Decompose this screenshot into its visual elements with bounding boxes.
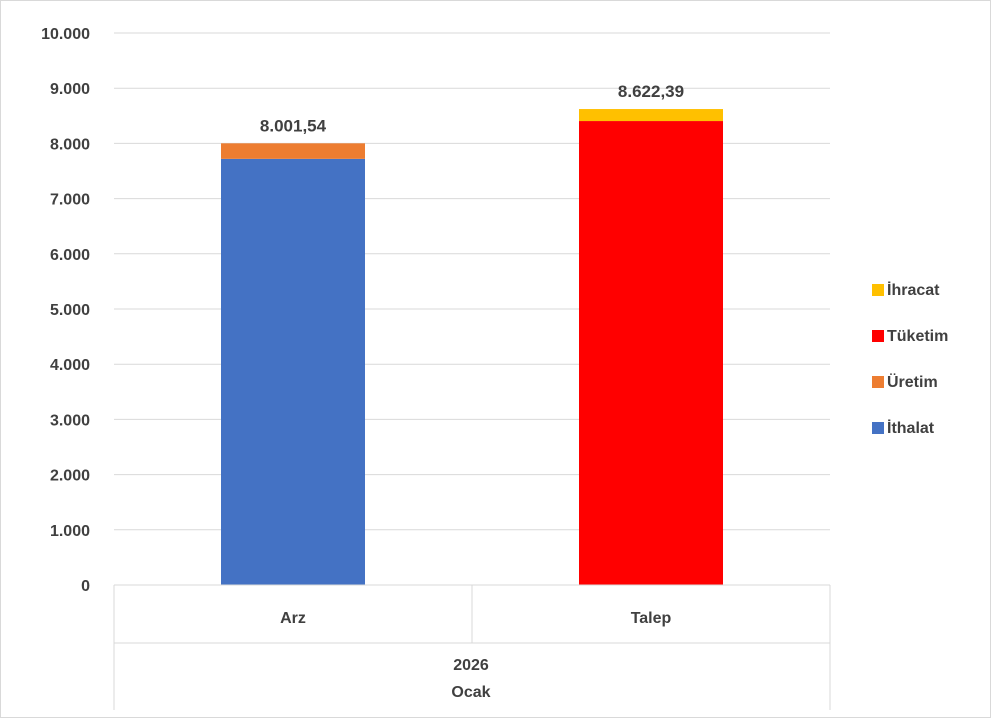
y-tick-label: 8.000	[50, 136, 90, 153]
y-tick-label: 4.000	[50, 357, 90, 374]
total-labels: 8.001,54 8.622,39	[260, 82, 684, 135]
legend-label: İhracat	[887, 281, 940, 299]
group-label-month: Ocak	[451, 684, 490, 701]
bars	[221, 109, 723, 585]
legend-label: İthalat	[887, 419, 935, 437]
y-tick-label: 3.000	[50, 412, 90, 429]
y-tick-label: 2.000	[50, 468, 90, 485]
bar-segment-Tüketim	[579, 121, 723, 585]
total-label: 8.622,39	[618, 82, 684, 101]
legend-swatch	[872, 376, 884, 388]
legend: İhracat Tüketim Üretim İthalat	[872, 281, 948, 437]
total-label: 8.001,54	[260, 116, 327, 135]
y-tick-label: 1.000	[50, 523, 90, 540]
y-axis: 0 1.000 2.000 3.000 4.000 5.000 6.000 7.000 8.00…	[41, 26, 90, 595]
y-tick-label: 0	[81, 578, 90, 595]
y-tick-label: 10.000	[41, 26, 90, 43]
legend-label: Üretim	[887, 372, 938, 391]
y-tick-label: 9.000	[50, 81, 90, 98]
category-label: Arz	[280, 610, 306, 627]
legend-label: Tüketim	[887, 328, 948, 345]
y-tick-label: 7.000	[50, 192, 90, 209]
legend-swatch	[872, 330, 884, 342]
bar-segment-İhracat	[579, 109, 723, 122]
legend-swatch	[872, 284, 884, 296]
group-label-year: 2026	[453, 657, 489, 674]
x-axis: 2026 Ocak Arz Talep	[113, 584, 831, 710]
bar-segment-Üretim	[221, 143, 365, 159]
category-label: Talep	[631, 610, 672, 627]
legend-swatch	[872, 422, 884, 434]
y-tick-label: 6.000	[50, 247, 90, 264]
y-tick-label: 5.000	[50, 302, 90, 319]
bar-segment-İthalat	[221, 158, 365, 585]
